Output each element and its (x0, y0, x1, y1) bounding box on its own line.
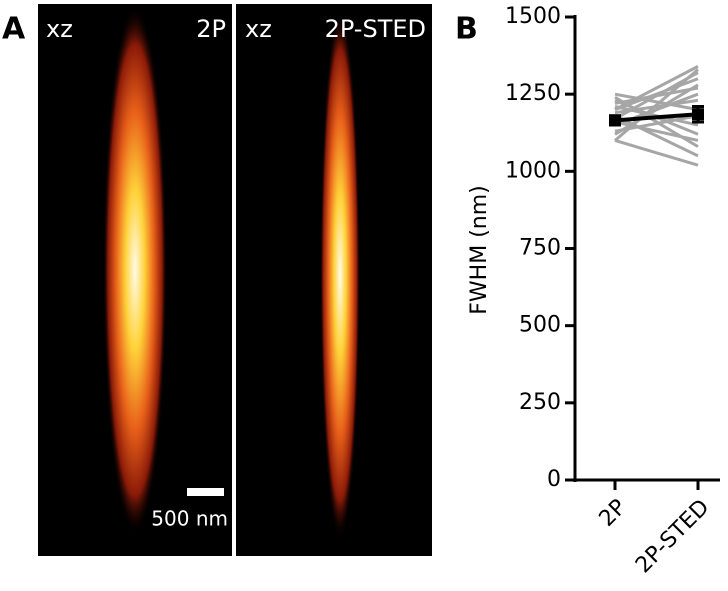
y-tick-label: 1250 (505, 81, 561, 106)
subject-line (614, 139, 699, 167)
y-axis-label: FWHM (nm) (467, 185, 492, 314)
subject-line (614, 98, 699, 115)
mean-marker (609, 114, 621, 127)
image-label: xz (46, 15, 73, 43)
x-tick-label: 2P-STED (631, 495, 714, 578)
scale-bar (187, 488, 224, 496)
mean-line (614, 112, 699, 123)
image-label: xz (245, 15, 272, 43)
subject-line (614, 114, 699, 158)
y-tick-label: 500 (519, 313, 561, 338)
y-tick-label: 750 (519, 236, 561, 261)
mean-marker (692, 108, 704, 121)
x-tick-label: 2P (595, 495, 632, 532)
subject-line (614, 65, 699, 111)
subject-line (614, 114, 699, 133)
image-label: 2P (196, 15, 226, 43)
subject-line (614, 92, 699, 112)
image-label: 2P-STED (325, 15, 426, 43)
psf-2p (103, 5, 167, 535)
y-tick-label: 0 (547, 467, 561, 492)
y-tick-label: 1500 (505, 4, 561, 29)
panel-label: A (2, 12, 26, 47)
subject-line (614, 120, 699, 142)
y-tick-label: 1000 (505, 158, 561, 183)
scale-bar-label: 500 nm (151, 507, 228, 531)
panel-label: B (455, 12, 478, 47)
y-tick-label: 250 (519, 390, 561, 415)
psf-2p-sted (320, 10, 360, 540)
